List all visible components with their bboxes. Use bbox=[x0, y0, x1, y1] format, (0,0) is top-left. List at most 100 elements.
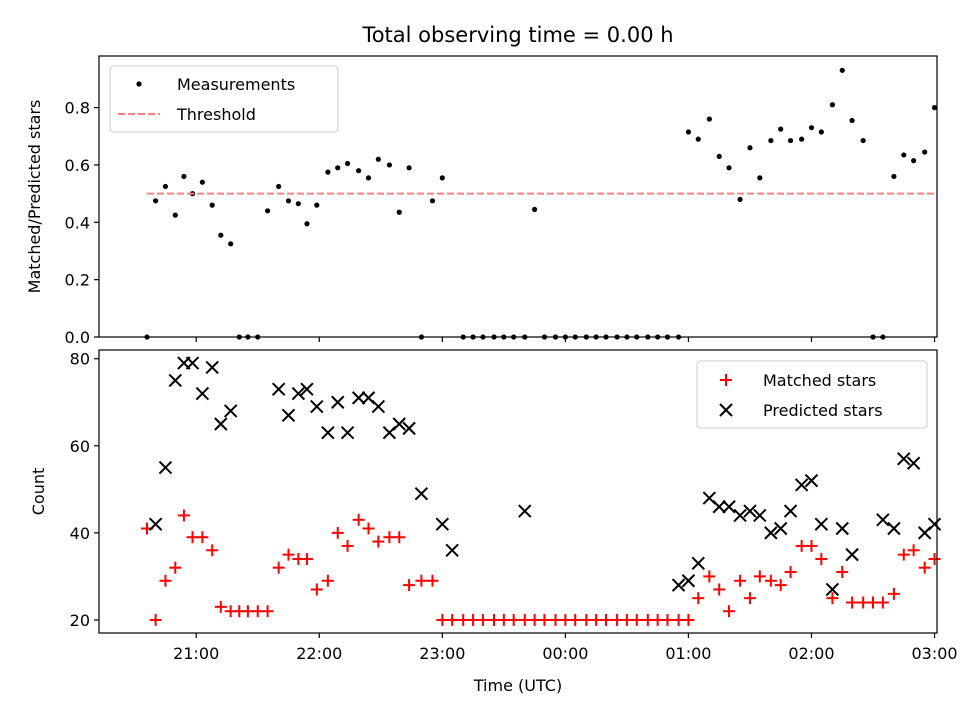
measurement-point bbox=[264, 208, 271, 214]
matched-star-point bbox=[261, 605, 274, 618]
measurement-point bbox=[695, 136, 701, 142]
matched-star-point bbox=[362, 522, 375, 535]
predicted-star-point bbox=[214, 417, 228, 431]
measurement-point bbox=[285, 198, 292, 204]
predicted-star-point bbox=[722, 500, 736, 514]
predicted-star-point bbox=[764, 526, 778, 540]
predicted-star-point bbox=[291, 386, 306, 401]
measurement-point bbox=[860, 137, 866, 144]
predicted-star-point bbox=[783, 504, 798, 518]
measurement-point bbox=[356, 168, 362, 174]
matched-star-point bbox=[310, 583, 323, 596]
x-tick-label: 01:00 bbox=[665, 644, 711, 663]
top-y-ticks: 0.0 0.2 0.4 0.6 0.8 bbox=[65, 99, 99, 347]
matched-star-point bbox=[661, 613, 674, 626]
predicted-star-point bbox=[774, 521, 788, 536]
matched-star-point bbox=[372, 535, 385, 548]
measurement-point bbox=[344, 160, 351, 167]
x-tick-label: 03:00 bbox=[911, 644, 957, 663]
matched-star-point bbox=[331, 526, 344, 539]
bottom-y-ticks: 20 40 60 80 bbox=[70, 350, 99, 630]
predicted-star-point bbox=[281, 408, 296, 423]
measurement-point bbox=[532, 206, 538, 213]
predicted-star-point bbox=[331, 395, 345, 409]
matched-star-point bbox=[341, 539, 354, 552]
measurement-point bbox=[218, 232, 224, 238]
predicted-star-point bbox=[518, 504, 532, 518]
measurement-point bbox=[839, 67, 845, 73]
measurement-point bbox=[799, 136, 805, 142]
y-tick-label: 80 bbox=[70, 350, 90, 369]
y-tick-label: 0.4 bbox=[65, 213, 90, 232]
top-axes-frame bbox=[98, 55, 938, 338]
matched-star-point bbox=[149, 613, 162, 626]
matched-star-point bbox=[692, 592, 705, 605]
measurement-point bbox=[406, 165, 412, 171]
matched-star-point bbox=[815, 552, 828, 565]
predicted-star-point bbox=[814, 517, 829, 531]
predicted-star-point bbox=[168, 373, 183, 388]
matched-star-point bbox=[907, 544, 920, 557]
predicted-star-point bbox=[712, 500, 726, 514]
legend-predicted-label: Predicted stars bbox=[763, 401, 883, 420]
legend-matched-label: Matched stars bbox=[763, 371, 876, 390]
measurement-point bbox=[891, 173, 897, 180]
matched-star-point bbox=[630, 613, 643, 626]
predicted-star-point bbox=[691, 556, 705, 571]
measurement-point bbox=[922, 149, 928, 155]
legend-threshold-label: Threshold bbox=[176, 105, 256, 124]
matched-star-point bbox=[426, 574, 439, 587]
matched-star-point bbox=[321, 574, 334, 587]
matched-star-point bbox=[928, 552, 941, 565]
measurement-point bbox=[716, 153, 722, 159]
x-tick-label: 22:00 bbox=[296, 644, 342, 663]
predicted-star-point bbox=[825, 582, 840, 597]
measurement-point bbox=[386, 162, 393, 168]
y-tick-label: 0.6 bbox=[65, 156, 90, 175]
x-tick-label: 00:00 bbox=[542, 644, 588, 663]
measurement-point bbox=[757, 175, 763, 181]
predicted-star-point bbox=[445, 543, 459, 557]
bottom-x-ticks: 21:00 22:00 23:00 00:00 01:00 02:00 03:00 bbox=[173, 633, 958, 663]
x-tick-label: 02:00 bbox=[788, 644, 834, 663]
measurement-point bbox=[162, 183, 169, 190]
measurement-point bbox=[901, 152, 907, 158]
y-tick-label: 40 bbox=[70, 524, 90, 543]
predicted-star-point bbox=[927, 517, 942, 531]
predicted-star-point bbox=[804, 473, 819, 488]
predicted-star-point bbox=[148, 517, 163, 531]
matched-star-point bbox=[846, 596, 859, 609]
matched-star-point bbox=[897, 548, 910, 561]
predicted-star-point bbox=[195, 386, 210, 401]
matched-star-point bbox=[393, 531, 406, 544]
measurement-point bbox=[829, 102, 836, 108]
matched-star-point bbox=[713, 583, 726, 596]
matched-star-point bbox=[918, 561, 931, 574]
predicted-star-point bbox=[733, 508, 747, 523]
y-tick-label: 20 bbox=[70, 611, 90, 630]
measurement-point bbox=[199, 179, 205, 185]
predicted-star-point bbox=[794, 478, 809, 492]
top-y-axis-label: Matched/Predicted stars bbox=[25, 100, 44, 294]
predicted-star-point bbox=[887, 521, 901, 536]
predicted-star-point bbox=[435, 517, 450, 531]
matched-star-point bbox=[159, 574, 172, 587]
measurement-point bbox=[396, 209, 402, 215]
bottom-legend: Matched stars Predicted stars bbox=[696, 360, 928, 429]
matched-star-point bbox=[415, 574, 428, 587]
measurement-point bbox=[911, 158, 917, 164]
chart-title: Total observing time = 0.00 h bbox=[361, 23, 673, 47]
matched-star-point bbox=[784, 566, 797, 579]
matched-star-point bbox=[352, 513, 365, 526]
predicted-star-point bbox=[371, 399, 386, 414]
predicted-star-point bbox=[681, 574, 696, 588]
x-tick-label: 21:00 bbox=[173, 644, 219, 663]
bottom-legend-box bbox=[696, 360, 928, 429]
predicted-star-point bbox=[897, 452, 911, 466]
x-tick-label: 23:00 bbox=[419, 644, 465, 663]
predicted-star-point bbox=[392, 417, 406, 431]
measurement-point bbox=[325, 169, 331, 175]
matched-star-point bbox=[703, 570, 716, 583]
matched-star-point bbox=[476, 613, 489, 626]
measurement-point bbox=[849, 117, 855, 124]
